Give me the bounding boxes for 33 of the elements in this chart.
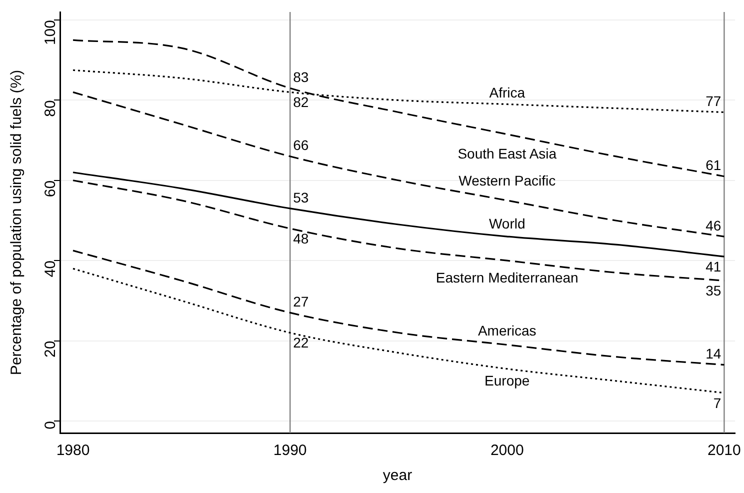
data-label: 35: [706, 282, 722, 298]
data-label: 7: [713, 394, 722, 411]
data-label: 61: [706, 157, 722, 174]
x-tick-label: 2000: [490, 442, 524, 460]
x-tick-label: 1990: [273, 442, 307, 460]
series-label: Americas: [478, 322, 536, 338]
data-label: 14: [706, 346, 722, 362]
data-label: 48: [293, 230, 309, 246]
x-tick-label: 1980: [56, 442, 90, 460]
x-tick-label: 2010: [708, 442, 741, 460]
data-label: 46: [706, 217, 722, 234]
y-tick-label: 80: [42, 100, 60, 117]
y-tick-label: 40: [42, 260, 60, 278]
series-label: Western Pacific: [458, 172, 556, 188]
data-label: 83: [293, 69, 309, 86]
data-label: 22: [293, 334, 309, 351]
x-axis-title: year: [382, 467, 412, 484]
y-axis-title: Percentage of population using solid fuels (%): [8, 70, 26, 376]
y-tick-label: 20: [42, 340, 60, 358]
series-label: Eastern Mediterranean: [436, 269, 578, 286]
series-label: South East Asia: [458, 145, 557, 162]
data-label: 41: [706, 258, 722, 274]
series-label: World: [488, 216, 526, 232]
series-label: Europe: [484, 372, 530, 389]
data-label: 82: [293, 94, 309, 110]
series-label: Africa: [489, 84, 526, 100]
data-label: 77: [706, 93, 722, 110]
data-label: 66: [293, 137, 309, 154]
y-tick-label: 0: [42, 420, 60, 430]
data-label: 53: [293, 189, 309, 206]
y-tick-label: 60: [42, 180, 60, 198]
y-tick-label: 100: [42, 20, 60, 46]
data-label: 27: [293, 294, 309, 310]
